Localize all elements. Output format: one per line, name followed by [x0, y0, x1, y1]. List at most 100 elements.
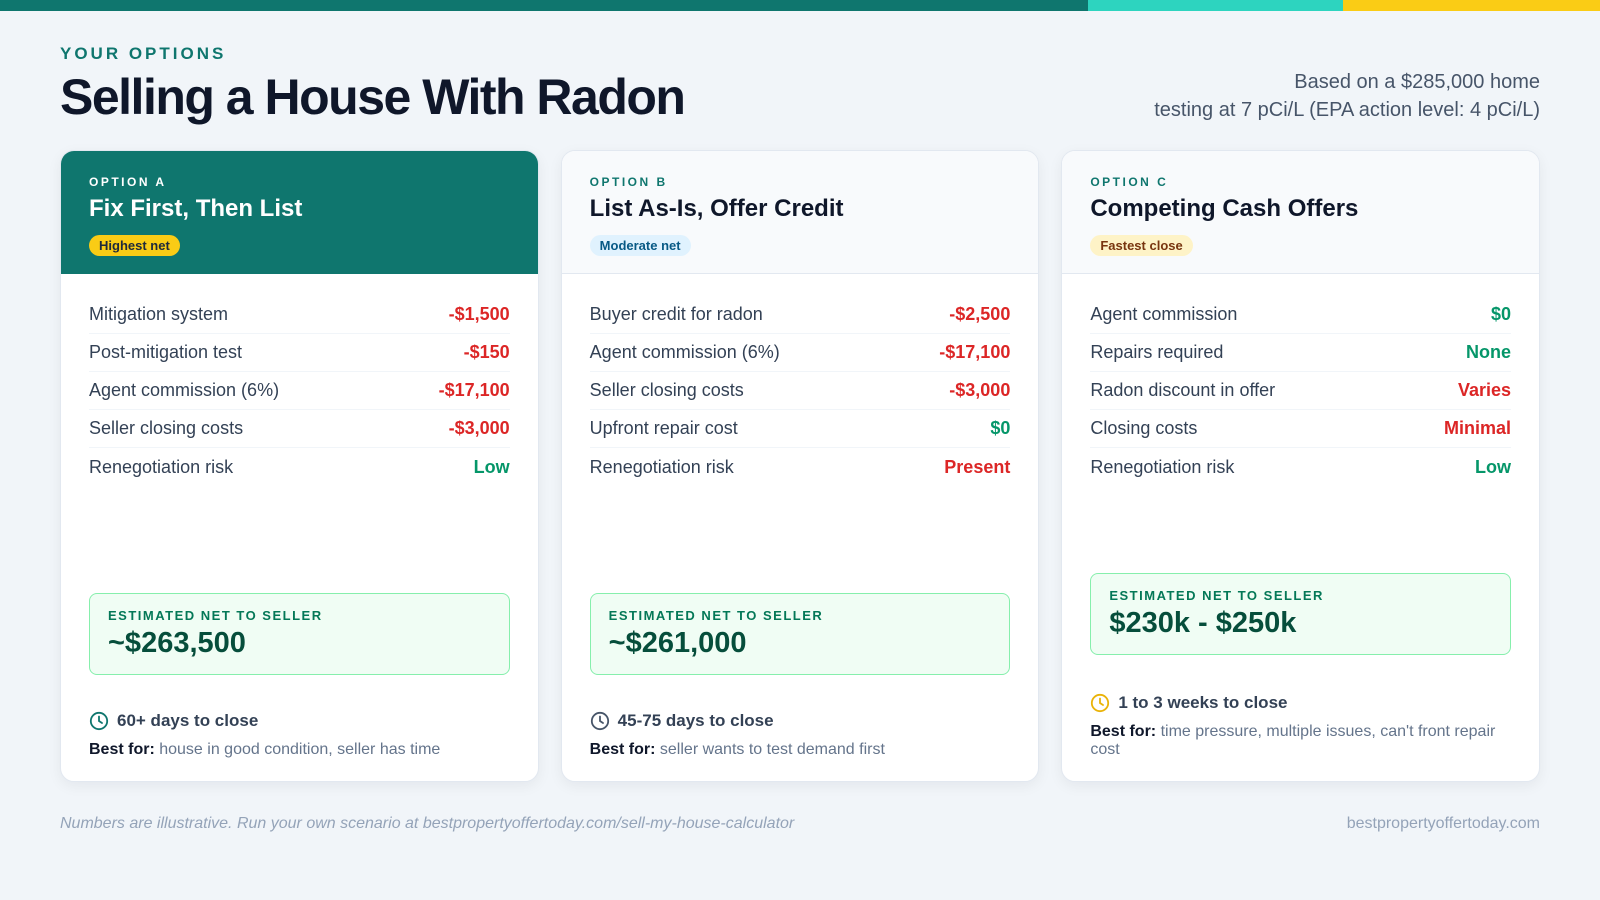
option-card-a: OPTION A Fix First, Then List Highest ne… [60, 150, 539, 782]
clock-icon [590, 711, 609, 731]
best-for-note: Best for: time pressure, multiple issues… [1090, 723, 1511, 759]
estimated-net-box: ESTIMATED NET TO SELLER $230k - $250k [1090, 573, 1512, 655]
cost-row-value: Minimal [1444, 418, 1512, 438]
cost-row: Seller closing costs -$3,000 [589, 372, 1011, 410]
estimated-net-label: ESTIMATED NET TO SELLER [108, 608, 323, 623]
site-domain: bestpropertyoffertoday.com [1346, 815, 1540, 832]
best-for-label: Best for: [589, 741, 656, 758]
close-time-text: 45-75 days to close [617, 711, 774, 730]
cost-row-label: Mitigation system [89, 304, 229, 324]
cost-row: Post-mitigation test -$150 [89, 334, 510, 372]
best-for-text: time pressure, multiple issues, can't fr… [1090, 723, 1496, 758]
close-timeline: 60+ days to close [89, 711, 510, 731]
estimated-net-box: ESTIMATED NET TO SELLER ~$263,500 [89, 593, 510, 675]
clock-icon [1091, 693, 1110, 713]
cost-row: Agent commission (6%) -$17,100 [589, 334, 1011, 372]
cost-row-value: -$17,100 [939, 342, 1011, 362]
cost-row-value: -$150 [463, 342, 510, 362]
option-card-header: OPTION C Competing Cash Offers Fastest c… [1062, 151, 1540, 274]
best-for-text: house in good condition, seller has time [159, 741, 441, 758]
option-badge: Highest net [89, 235, 180, 256]
cost-row-value: -$17,100 [438, 380, 510, 400]
cost-row: Repairs required None [1090, 334, 1512, 372]
cost-row-value: Low [1475, 456, 1512, 477]
cost-row-value: -$3,000 [949, 380, 1011, 400]
cost-row-value: Low [473, 456, 510, 477]
cost-row-value: $0 [1490, 304, 1512, 324]
cost-row: Closing costs Minimal [1090, 410, 1512, 448]
accent-segment-yellow [1343, 0, 1600, 11]
cost-row: Upfront repair cost $0 [589, 410, 1011, 448]
cost-row-label: Seller closing costs [589, 380, 744, 400]
option-card-header: OPTION B List As-Is, Offer Credit Modera… [561, 151, 1039, 274]
cost-row-label: Repairs required [1090, 342, 1224, 362]
estimated-net-box: ESTIMATED NET TO SELLER ~$261,000 [589, 593, 1011, 675]
option-badge: Moderate net [589, 235, 691, 256]
cost-row: Renegotiation risk Present [590, 448, 1011, 486]
best-for-note: Best for: house in good condition, selle… [89, 741, 510, 759]
context-line-home-value: Based on a $285,000 home [1294, 71, 1540, 93]
option-card-c: OPTION C Competing Cash Offers Fastest c… [1061, 150, 1541, 782]
best-for-text: seller wants to test demand first [659, 741, 885, 758]
cost-row-label: Closing costs [1090, 418, 1198, 438]
option-title: Competing Cash Offers [1090, 195, 1359, 222]
option-label: OPTION B [589, 175, 668, 189]
option-card-header: OPTION A Fix First, Then List Highest ne… [61, 151, 538, 274]
close-timeline: 45-75 days to close [590, 711, 1011, 731]
close-time-text: 60+ days to close [117, 711, 259, 730]
cost-row-value: -$1,500 [448, 304, 510, 324]
cost-row-label: Post-mitigation test [89, 342, 243, 362]
cost-row-value: Present [944, 456, 1011, 477]
estimated-net-value: ~$261,000 [608, 627, 747, 659]
best-for-note: Best for: seller wants to test demand fi… [590, 741, 1011, 759]
option-card-body: Mitigation system -$1,500 Post-mitigation… [61, 274, 538, 781]
page-title: Selling a House With Radon [60, 69, 686, 125]
cost-row-value: None [1466, 342, 1512, 362]
cost-breakdown-list: Mitigation system -$1,500 Post-mitigation… [89, 296, 510, 486]
option-badge: Fastest close [1090, 235, 1193, 256]
cost-row: Renegotiation risk Low [89, 448, 510, 486]
estimated-net-label: ESTIMATED NET TO SELLER [608, 608, 824, 623]
cost-row-label: Buyer credit for radon [589, 304, 763, 324]
cost-row-label: Agent commission (6%) [589, 342, 780, 362]
clock-icon [89, 711, 109, 731]
close-timeline: 1 to 3 weeks to close [1090, 693, 1511, 713]
option-label: OPTION C [1090, 175, 1169, 189]
cost-row-label: Radon discount in offer [1090, 380, 1276, 400]
options-grid: OPTION A Fix First, Then List Highest ne… [60, 150, 1541, 782]
estimated-net-value: ~$263,500 [108, 627, 246, 659]
scenario-context: Based on a $285,000 home testing at 7 pC… [1154, 68, 1540, 124]
best-for-label: Best for: [89, 741, 155, 758]
cost-row-label: Renegotiation risk [1090, 456, 1235, 477]
option-card-b: OPTION B List As-Is, Offer Credit Modera… [560, 150, 1040, 782]
cost-row-value: -$2,500 [949, 304, 1011, 324]
cost-row: Buyer credit for radon -$2,500 [589, 296, 1011, 334]
cost-row: Seller closing costs -$3,000 [89, 410, 510, 448]
cost-row-value: -$3,000 [448, 418, 510, 438]
estimated-net-value: $230k - $250k [1109, 607, 1297, 639]
estimated-net-label: ESTIMATED NET TO SELLER [1109, 588, 1324, 603]
eyebrow-label: YOUR OPTIONS [60, 44, 227, 63]
cost-row: Radon discount in offer Varies [1090, 372, 1512, 410]
cost-row-label: Seller closing costs [89, 418, 244, 438]
option-card-body: Buyer credit for radon -$2,500 Agent comm… [562, 274, 1039, 781]
best-for-label: Best for: [1090, 723, 1157, 740]
accent-segment-teal [0, 0, 1088, 11]
cost-row-value: $0 [990, 418, 1011, 438]
accent-segment-aqua [1088, 0, 1343, 11]
cost-row-label: Agent commission (6%) [89, 380, 280, 400]
option-card-body: Agent commission $0 Repairs required None … [1062, 274, 1539, 781]
option-label: OPTION A [89, 175, 167, 189]
cost-row: Mitigation system -$1,500 [89, 296, 510, 334]
option-title: Fix First, Then List [89, 195, 303, 222]
cost-breakdown-list: Agent commission $0 Repairs required None … [1090, 296, 1512, 486]
cost-row: Agent commission (6%) -$17,100 [89, 372, 510, 410]
top-accent-bar [0, 0, 1600, 11]
context-line-radon-level: testing at 7 pCi/L (EPA action level: 4 … [1154, 99, 1540, 121]
cost-row-value: Varies [1457, 380, 1512, 400]
cost-row-label: Upfront repair cost [589, 418, 738, 438]
cost-row: Renegotiation risk Low [1090, 448, 1511, 486]
cost-breakdown-list: Buyer credit for radon -$2,500 Agent comm… [589, 296, 1011, 486]
option-title: List As-Is, Offer Credit [589, 195, 844, 222]
cost-row-label: Agent commission [1090, 304, 1238, 324]
